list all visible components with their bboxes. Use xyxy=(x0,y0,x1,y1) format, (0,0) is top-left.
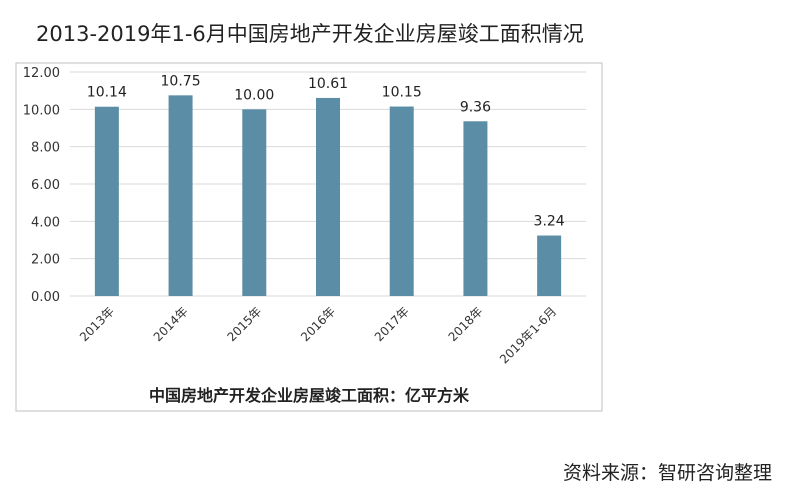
y-tick-label: 0.00 xyxy=(31,290,60,305)
bars xyxy=(94,95,562,297)
bar xyxy=(389,106,414,297)
bar-value-label: 10.14 xyxy=(87,85,127,101)
y-tick-label: 10.00 xyxy=(23,103,60,118)
bar xyxy=(168,95,193,296)
bar-value-label: 10.00 xyxy=(234,87,274,103)
bar xyxy=(316,97,340,297)
y-tick-label: 12.00 xyxy=(23,66,60,81)
bar-value-label: 10.15 xyxy=(382,85,422,101)
bar xyxy=(463,121,488,296)
bar-value-label: 9.36 xyxy=(460,99,491,115)
page-title: 2013-2019年1-6月中国房地产开发企业房屋竣工面积情况 xyxy=(36,22,584,46)
bar xyxy=(242,109,267,296)
y-tick-label: 8.00 xyxy=(31,141,60,156)
bar xyxy=(94,106,119,296)
bar-value-label: 3.24 xyxy=(534,214,565,230)
bar-value-label: 10.75 xyxy=(161,73,201,89)
data-labels: 10.14 10.75 10.00 10.61 10.15 9.36 3.24 xyxy=(87,73,565,229)
y-tick-label: 2.00 xyxy=(31,253,60,268)
source-note: 资料来源：智研咨询整理 xyxy=(562,462,772,484)
y-tick-label: 4.00 xyxy=(31,215,60,230)
bar xyxy=(537,235,562,296)
y-tick-label: 6.00 xyxy=(31,178,60,193)
bar-value-label: 10.61 xyxy=(308,76,348,92)
x-axis-title: 中国房地产开发企业房屋竣工面积：亿平方米 xyxy=(149,386,470,405)
y-axis-ticks: 0.00 2.00 4.00 6.00 8.00 10.00 12.00 xyxy=(23,66,60,305)
